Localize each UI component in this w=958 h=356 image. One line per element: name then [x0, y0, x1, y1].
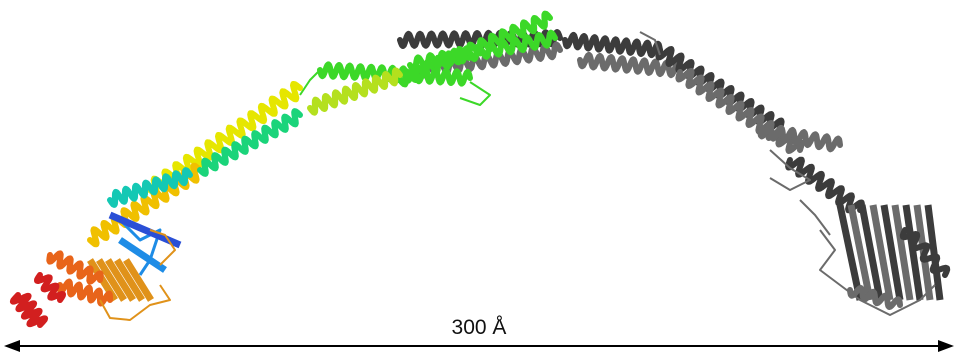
gray-beta-strand [891, 204, 914, 301]
orange-beta-strand [114, 258, 145, 302]
scale-arrow-right-head [938, 340, 954, 352]
gray-protein-chain [397, 29, 951, 316]
orange-beta-strand [96, 258, 127, 302]
orange-beta-strand [123, 258, 154, 302]
gray-loop [639, 31, 661, 56]
scale-length-label: 300 Å [451, 316, 507, 339]
green-helix [407, 29, 558, 74]
gray-loop [769, 149, 811, 191]
cyan-helix [107, 167, 193, 208]
orange-helix [46, 250, 104, 285]
rainbow-protein-chain [9, 10, 558, 328]
gray-beta-strand [858, 204, 884, 301]
blue-beta-strand [118, 237, 167, 273]
orange-beta-strand [105, 258, 136, 302]
gray-beta-strand [880, 204, 904, 301]
gray-helix [847, 285, 903, 310]
orange-loop [99, 284, 171, 321]
gray-helix [675, 68, 805, 154]
green-loop [459, 81, 491, 106]
gray-beta-strand [847, 204, 874, 301]
orange-helix [57, 278, 113, 307]
gray-helix [562, 31, 663, 59]
gray-helix [757, 122, 843, 153]
blue-loop [118, 218, 162, 276]
scale-arrow-left-head [4, 340, 20, 352]
gray-beta-strand [836, 204, 864, 301]
gray-helix [577, 51, 683, 79]
scale-arrow [4, 340, 954, 352]
red-helix [9, 292, 49, 328]
yellow-helix [87, 162, 203, 248]
red-helix [34, 272, 66, 303]
yellow-green-helix [307, 67, 403, 116]
green-loop [299, 69, 321, 96]
orange-loop [149, 229, 176, 266]
gray-loop [819, 229, 936, 316]
gray-beta-strand [902, 204, 924, 301]
gray-beta-strand [869, 204, 894, 301]
gray-loop [799, 199, 831, 236]
gray-beta-strand [924, 204, 944, 301]
teal-helix [197, 108, 303, 177]
gray-helix [899, 227, 951, 278]
